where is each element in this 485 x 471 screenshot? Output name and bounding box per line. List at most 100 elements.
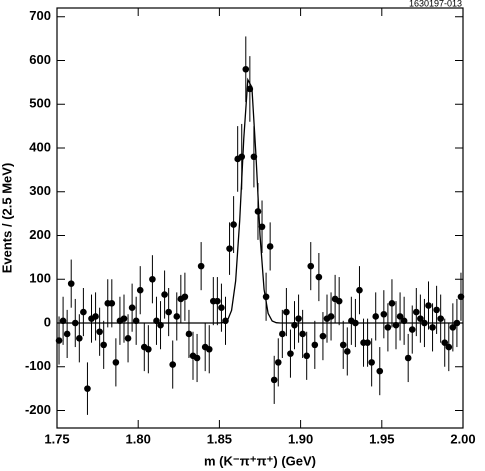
data-point [173, 313, 181, 320]
data-point [352, 319, 359, 327]
data-point [457, 293, 465, 301]
data-point [169, 361, 177, 368]
data-point [453, 319, 461, 327]
data-point [246, 85, 254, 93]
figure-id: 1630197-013 [409, 0, 462, 8]
x-tick-label: 1.85 [207, 431, 232, 446]
data-point [214, 297, 221, 305]
data-point [376, 367, 384, 375]
data-point [157, 321, 164, 329]
data-point [218, 304, 225, 311]
y-tick-label: 100 [29, 271, 51, 286]
data-point [445, 343, 453, 351]
y-tick-label: 600 [29, 52, 51, 67]
data-point [425, 302, 432, 309]
data-point [92, 313, 99, 320]
data-point [433, 306, 440, 314]
y-tick-label: 200 [29, 227, 51, 242]
x-tick-label: 1.95 [369, 431, 394, 446]
data-point [429, 324, 436, 331]
data-point [372, 313, 380, 320]
y-tick-label: 700 [29, 8, 51, 23]
data-point [250, 153, 258, 161]
data-point [291, 321, 298, 329]
data-point [343, 348, 351, 355]
data-point [262, 293, 270, 301]
data-point [311, 341, 319, 349]
y-tick-label: 0 [44, 314, 51, 329]
data-point [165, 308, 172, 316]
data-point [193, 354, 201, 362]
y-tick-label: 400 [29, 139, 51, 154]
data-point [270, 376, 278, 384]
data-point [96, 328, 103, 336]
y-tick-label: 300 [29, 183, 51, 198]
x-tick-label: 1.90 [288, 431, 313, 446]
data-point [303, 352, 310, 360]
data-point [295, 315, 302, 322]
data-point [67, 280, 75, 287]
data-point [230, 221, 237, 228]
data-point [71, 319, 79, 327]
data-point [396, 313, 404, 320]
data-point [335, 297, 343, 305]
data-point [287, 350, 294, 357]
y-axis-label: Events / (2.5 MeV) [0, 163, 14, 274]
data-point [441, 339, 449, 346]
data-point [124, 335, 132, 342]
data-point [84, 385, 91, 392]
data-point [356, 286, 363, 294]
data-point [242, 65, 250, 73]
plot-frame [56, 7, 464, 429]
data-point [437, 315, 444, 322]
data-point [112, 359, 120, 366]
data-point [149, 275, 156, 283]
data-point [80, 308, 87, 316]
data-point [319, 332, 327, 340]
data-point [283, 308, 290, 316]
data-point [258, 223, 266, 231]
data-point [266, 243, 274, 250]
data-point [222, 317, 229, 325]
data-point [404, 354, 412, 362]
y-tick-label: -200 [25, 402, 51, 417]
data-point [417, 315, 424, 322]
data-point [226, 245, 233, 252]
y-tick-label: -100 [25, 358, 51, 373]
data-point [421, 319, 428, 327]
data-point [185, 330, 193, 338]
data-point [197, 262, 205, 270]
y-tick-label: 500 [29, 96, 51, 111]
data-point [307, 262, 315, 270]
data-point [238, 153, 246, 161]
data-point [145, 345, 152, 353]
data-point [400, 317, 408, 325]
data-point [368, 359, 375, 366]
x-tick-label: 1.75 [44, 431, 69, 446]
data-point [408, 326, 416, 333]
data-point [299, 330, 306, 338]
data-point [100, 341, 107, 349]
data-point [279, 330, 286, 338]
data-point [132, 317, 140, 325]
fit-curve [57, 77, 463, 324]
data-point [181, 293, 189, 301]
data-point [63, 330, 71, 338]
data-point [384, 324, 392, 331]
data-point [274, 359, 282, 366]
data-point [128, 304, 136, 311]
data-point [254, 208, 262, 215]
data-point [136, 286, 144, 294]
data-point [120, 315, 128, 322]
data-point [76, 335, 83, 342]
data-point [59, 317, 67, 325]
data-point [413, 308, 420, 316]
data-point [364, 339, 371, 346]
data-point [388, 300, 396, 307]
data-point [153, 317, 160, 325]
x-tick-label: 2.00 [450, 431, 475, 446]
x-axis-label: m (K⁻π⁺π⁺) (GeV) [204, 453, 316, 468]
data-point [392, 321, 400, 329]
data-point [108, 300, 116, 307]
